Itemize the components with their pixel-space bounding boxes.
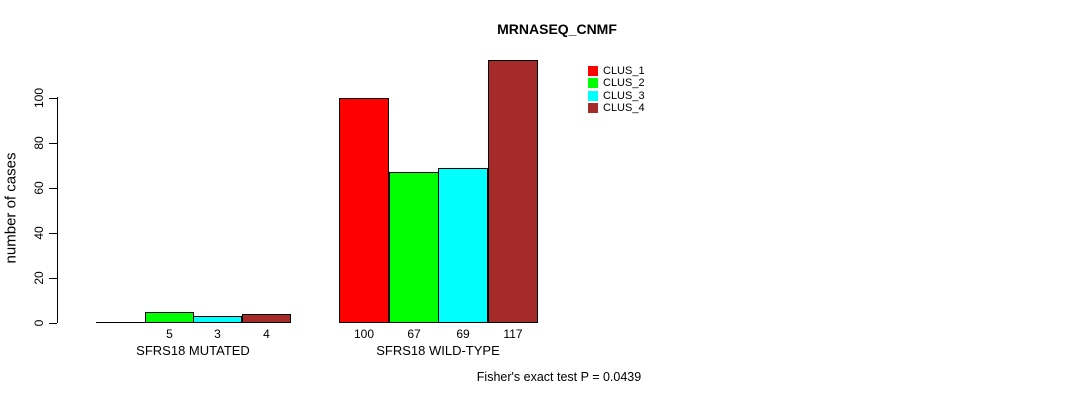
y-tick-label: 80 (32, 135, 46, 150)
y-axis-tick (49, 322, 57, 324)
y-tick-label: 20 (32, 270, 46, 285)
x-group-label: SFRS18 WILD-TYPE (376, 343, 500, 358)
bar-value-label: 5 (166, 327, 173, 341)
y-axis-tick (49, 142, 57, 144)
bar-value-label: 100 (353, 327, 375, 341)
legend-item-clus_4: CLUS_4 (588, 102, 645, 114)
x-group-label: SFRS18 MUTATED (136, 343, 250, 358)
legend-item-clus_2: CLUS_2 (588, 77, 645, 89)
bar-clus_2-group1 (145, 312, 194, 323)
legend-label: CLUS_4 (603, 102, 645, 115)
chart-title: MRNASEQ_CNMF (497, 21, 617, 37)
bar-clus_1-group2 (339, 98, 389, 323)
bar-value-label: 3 (214, 327, 221, 341)
bar-value-label: 4 (263, 327, 270, 341)
bar-value-label: 117 (503, 327, 523, 341)
y-axis-label: number of cases (2, 152, 20, 264)
y-tick-label: 0 (32, 319, 46, 326)
legend-label: CLUS_1 (603, 65, 645, 78)
y-axis-tick (49, 187, 57, 189)
legend-swatch-icon (588, 66, 598, 77)
legend-item-clus_1: CLUS_1 (588, 65, 645, 77)
y-tick-label: 60 (32, 180, 46, 195)
y-axis-line (57, 97, 58, 323)
bar-value-label: 67 (407, 327, 421, 341)
bar-value-label: 69 (456, 327, 470, 341)
legend-label: CLUS_3 (603, 89, 645, 102)
bar-clus_1-group1 (96, 322, 145, 323)
legend-swatch-icon (588, 78, 598, 89)
y-axis-tick (49, 277, 57, 279)
bar-clus_3-group1 (193, 316, 242, 323)
y-tick-label: 40 (32, 225, 46, 240)
legend: CLUS_1 CLUS_2 CLUS_3 CLUS_4 (588, 65, 645, 114)
bar-clus_2-group2 (389, 172, 439, 323)
y-axis-tick (49, 232, 57, 234)
legend-item-clus_3: CLUS_3 (588, 90, 645, 102)
bar-clus_3-group2 (438, 168, 488, 323)
legend-swatch-icon (588, 90, 598, 101)
fisher-test-annotation: Fisher's exact test P = 0.0439 (476, 370, 642, 384)
bar-clus_4-group2 (488, 60, 538, 323)
y-tick-label: 100 (32, 87, 46, 108)
legend-swatch-icon (588, 103, 598, 114)
y-axis-tick (49, 97, 57, 99)
bar-clus_4-group1 (242, 314, 291, 323)
legend-label: CLUS_2 (603, 77, 645, 90)
